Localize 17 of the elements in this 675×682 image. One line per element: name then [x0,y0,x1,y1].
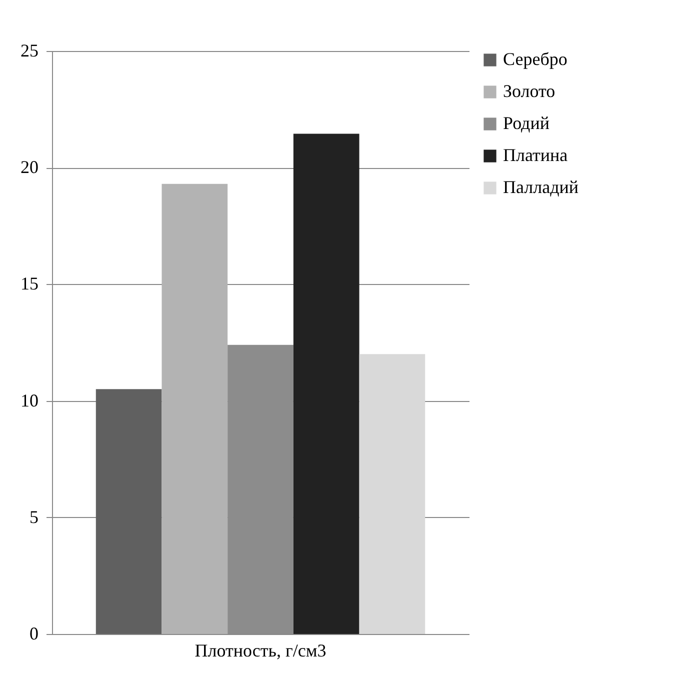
bar [228,344,294,634]
bar [293,134,360,634]
y-tick-label: 15 [20,274,38,294]
y-tick-label: 5 [30,506,38,527]
legend-label: Платина [503,145,568,165]
bar [162,184,228,634]
bar [96,389,162,634]
legend-label: Палладий [503,177,579,197]
y-tick-label: 20 [20,157,38,178]
y-tick-label: 10 [20,390,38,410]
bar [359,354,426,634]
y-tick-label: 0 [30,624,38,644]
legend-label: Родий [503,113,550,133]
legend-label: Серебро [503,49,568,69]
y-tick-label: 25 [20,40,38,60]
x-tick-label: Плотность, г/см3 [194,640,326,660]
legend-label: Золото [503,81,556,101]
